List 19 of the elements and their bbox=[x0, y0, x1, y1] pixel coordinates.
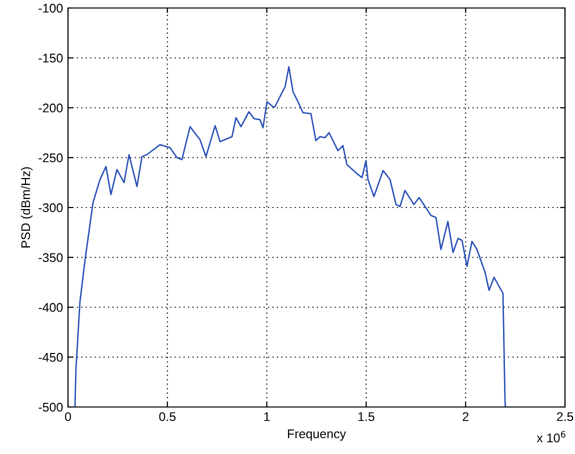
y-tick-label: -150 bbox=[38, 54, 63, 63]
y-tick-label: -350 bbox=[38, 253, 63, 262]
line-series bbox=[74, 66, 506, 407]
y-tick-label: -250 bbox=[38, 153, 63, 162]
x-tick-label: 0.5 bbox=[159, 412, 176, 422]
y-tick-label: -300 bbox=[38, 203, 63, 212]
x-tick-label: 1.5 bbox=[358, 412, 374, 422]
x-axis-title: Frequency bbox=[288, 430, 346, 441]
y-tick-label: -450 bbox=[38, 352, 63, 362]
x-tick-label: 0 bbox=[65, 412, 71, 422]
y-axis-title: PSD (dBm/Hz) bbox=[20, 167, 33, 248]
y-tick-label: -500 bbox=[38, 402, 63, 412]
x-tick-label: 2.5 bbox=[556, 412, 574, 422]
text: x 10$^{6}$ bbox=[536, 430, 566, 442]
y-tick-label: -400 bbox=[38, 303, 63, 312]
x-tick-label: 2 bbox=[462, 412, 468, 421]
x-tick-label: 1 bbox=[264, 412, 270, 421]
y-tick-label: -200 bbox=[38, 104, 63, 112]
y-tick-label: -100 bbox=[38, 4, 63, 13]
